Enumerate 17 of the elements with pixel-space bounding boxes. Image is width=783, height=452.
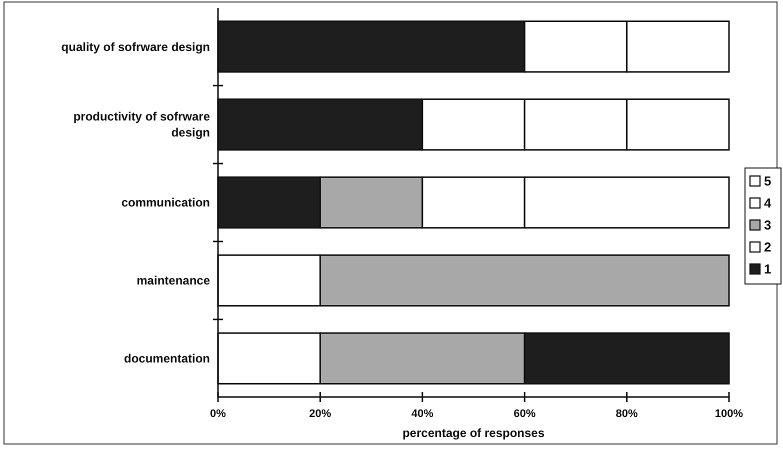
x-tick-label: 40%	[411, 408, 434, 420]
x-tick-label: 100%	[714, 408, 744, 420]
y-tick-label: productivity of sofrware design	[73, 110, 210, 140]
legend-label: 1	[764, 262, 772, 277]
y-tick-label: maintenance	[136, 274, 210, 288]
y-tick-label: quality of sofrware design	[61, 40, 210, 54]
legend-label: 2	[764, 240, 772, 255]
x-axis-title: percentage of responses	[402, 426, 545, 440]
x-tick-label: 80%	[616, 408, 638, 420]
legend-label: 3	[764, 218, 772, 233]
x-tick-label: 0%	[210, 408, 226, 420]
legend-label: 4	[764, 196, 772, 211]
y-tick-label: documentation	[124, 352, 210, 366]
x-tick-label: 20%	[309, 408, 332, 420]
legend-label: 5	[764, 174, 772, 189]
x-tick-label: 60%	[514, 408, 536, 420]
y-tick-label: communication	[121, 196, 210, 210]
